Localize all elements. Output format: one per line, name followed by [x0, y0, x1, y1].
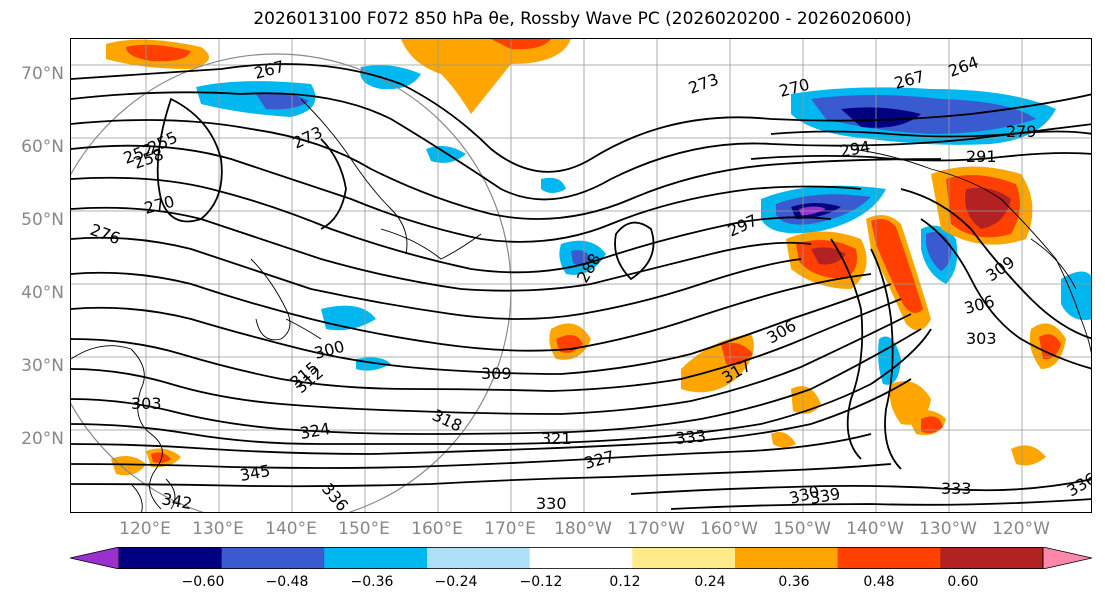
lat-label-30n: 30°N: [21, 356, 64, 376]
colorbar-tick: −0.60: [181, 574, 225, 590]
contour-label: 318: [429, 405, 465, 435]
lon-label-170e: 170°E: [484, 519, 536, 539]
contour-label: 273: [290, 122, 326, 152]
colorbar-segment: [940, 547, 1044, 569]
contour-label: 273: [686, 69, 721, 97]
lon-label-140w: 140°W: [846, 519, 904, 539]
contour-label: 336: [318, 479, 352, 513]
lon-label-150e: 150°E: [338, 519, 390, 539]
contour-label: 336: [1064, 469, 1093, 501]
lat-label-70n: 70°N: [21, 64, 64, 84]
lon-label-130e: 130°E: [192, 519, 244, 539]
contour-label: 327: [582, 447, 616, 473]
lon-label-120w: 120°W: [992, 519, 1050, 539]
contour-label: 333: [675, 426, 707, 448]
theta-e-contours: [71, 63, 1091, 510]
contour-label: 303: [131, 394, 162, 413]
colorbar-tick: 0.24: [694, 574, 726, 590]
colorbar-segment: [837, 547, 941, 569]
colorbar-tick: −0.36: [350, 574, 394, 590]
contour-label: 303: [966, 329, 997, 348]
colorbar-segment: [427, 547, 531, 569]
anomaly-shading: [106, 39, 1091, 476]
lon-label-150w: 150°W: [773, 519, 831, 539]
contour-label: 342: [160, 489, 193, 513]
colorbar-segment: [529, 547, 633, 569]
contour-label: 309: [481, 364, 512, 383]
contour-label: 267: [252, 57, 286, 83]
colorbar-tick: −0.12: [519, 574, 563, 590]
colorbar-segment: [324, 547, 428, 569]
graticule: [71, 39, 1091, 512]
colorbar-frame: [118, 547, 1044, 569]
lon-label-140e: 140°E: [265, 519, 317, 539]
colorbar-tick: 0.12: [609, 574, 641, 590]
colorbar-segment: [735, 547, 839, 569]
contour-label: 291: [966, 147, 997, 166]
colorbar-max-arrow: [1042, 547, 1092, 569]
reference-circle: [71, 53, 512, 512]
colorbar-min-arrow: [70, 547, 120, 569]
lat-label-20n: 20°N: [21, 429, 64, 449]
colorbar-segment: [221, 547, 325, 569]
colorbar-segment: [119, 547, 223, 569]
lon-label-160w: 160°W: [700, 519, 758, 539]
contour-label: 270: [142, 192, 176, 218]
contour-label: 324: [298, 419, 331, 443]
lat-label-50n: 50°N: [21, 210, 64, 230]
colorbar: [70, 547, 1092, 569]
contour-label: 276: [88, 220, 123, 248]
contour-label: 300: [312, 337, 346, 363]
lat-label-40n: 40°N: [21, 283, 64, 303]
colorbar-tick: −0.48: [265, 574, 309, 590]
colorbar-tick: −0.24: [434, 574, 478, 590]
contour-label: 264: [946, 52, 981, 80]
contour-label: 333: [941, 479, 972, 498]
lon-label-170w: 170°W: [627, 519, 685, 539]
lon-label-120e: 120°E: [119, 519, 171, 539]
lat-label-60n: 60°N: [21, 137, 64, 157]
colorbar-tick: 0.60: [947, 574, 979, 590]
chart-title: 2026013100 F072 850 hPa θe, Rossby Wave …: [253, 9, 912, 29]
contour-label: 306: [962, 292, 996, 318]
coastlines: [71, 98, 1091, 512]
lon-label-180w: 180°W: [554, 519, 612, 539]
lon-label-130w: 130°W: [919, 519, 977, 539]
lon-label-160e: 160°E: [411, 519, 463, 539]
colorbar-tick: 0.36: [778, 574, 810, 590]
contour-label: 279: [1006, 122, 1037, 141]
contour-label: 345: [238, 461, 271, 485]
contour-label: 330: [536, 494, 567, 513]
map-panel: 267 264 270 267 273 279 291 294 297 276 270 258 255 2…: [70, 38, 1092, 513]
colorbar-segment: [632, 547, 736, 569]
contour-label: 321: [541, 429, 572, 448]
colorbar-tick: 0.48: [863, 574, 895, 590]
